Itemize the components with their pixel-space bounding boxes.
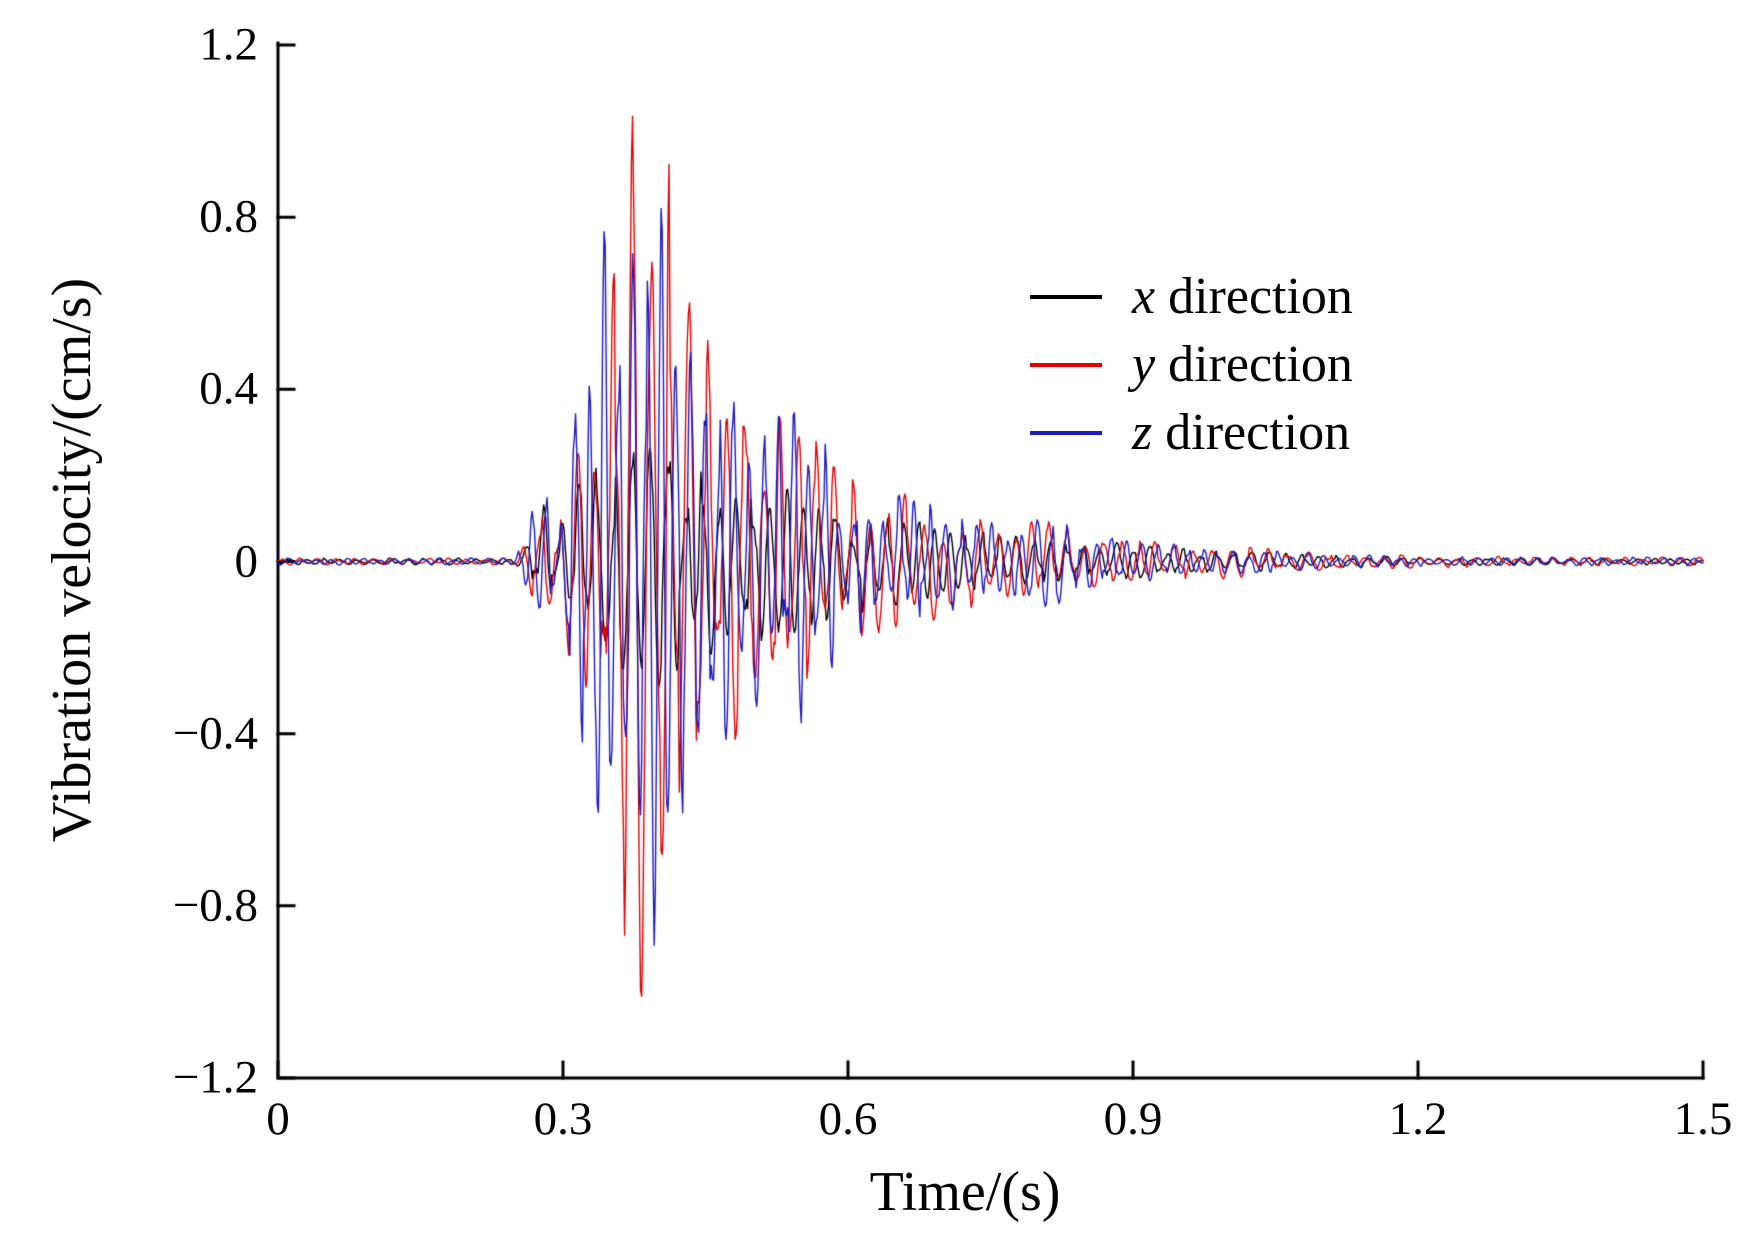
x-tick-label: 0 <box>266 1093 290 1145</box>
legend-var-y: y <box>1132 336 1156 393</box>
x-tick-label: 1.5 <box>1673 1093 1733 1145</box>
y-tick-label: 0.8 <box>199 190 258 243</box>
legend-text-z: direction <box>1152 404 1351 461</box>
y-tick-label: 1.2 <box>199 18 258 71</box>
legend-var-x: x <box>1132 268 1156 325</box>
legend-label-z: z direction <box>1132 407 1350 459</box>
legend-line-z <box>1030 431 1102 435</box>
y-tick-label: 0 <box>234 535 259 587</box>
x-tick-label: 1.2 <box>1388 1093 1448 1145</box>
legend-line-y <box>1030 363 1102 367</box>
legend-label-x: x direction <box>1132 271 1353 323</box>
legend-text-y: direction <box>1155 336 1353 393</box>
x-axis-label: Time/(s) <box>869 1161 1061 1223</box>
legend-item-x: x direction <box>1030 268 1353 326</box>
legend-item-z: z direction <box>1030 404 1353 462</box>
y-tick-label: −0.8 <box>172 879 258 932</box>
legend-line-x <box>1030 295 1102 299</box>
y-tick-label: 0.4 <box>199 362 258 415</box>
legend-label-y: y direction <box>1132 339 1353 391</box>
x-tick-label: 0.3 <box>533 1093 593 1145</box>
legend: x direction y direction z direction <box>1030 268 1353 462</box>
y-axis-label: Vibration velocity/(cm/s) <box>41 277 103 843</box>
y-tick-label: −1.2 <box>172 1051 258 1104</box>
x-tick-label: 0.9 <box>1103 1093 1163 1145</box>
y-tick-label: −0.4 <box>172 707 258 760</box>
legend-item-y: y direction <box>1030 336 1353 394</box>
legend-var-z: z <box>1132 404 1153 461</box>
legend-text-x: direction <box>1155 268 1353 325</box>
x-tick-label: 0.6 <box>818 1093 878 1145</box>
